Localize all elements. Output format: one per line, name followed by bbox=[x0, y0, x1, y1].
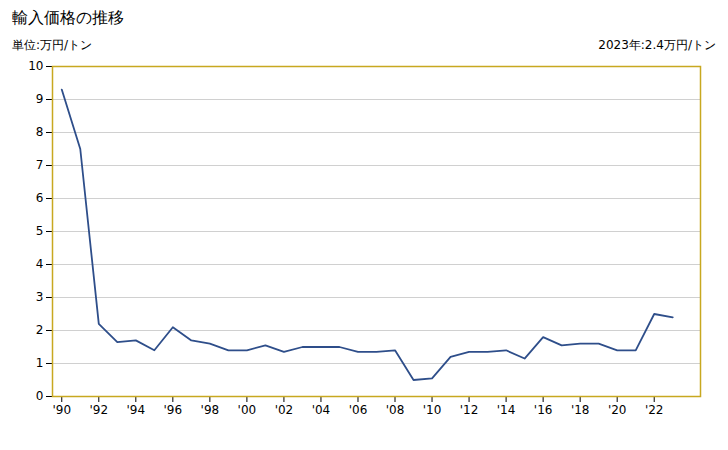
svg-text:7: 7 bbox=[36, 158, 44, 172]
svg-text:'16: '16 bbox=[534, 403, 553, 417]
svg-text:'06: '06 bbox=[349, 403, 368, 417]
svg-text:'02: '02 bbox=[275, 403, 294, 417]
svg-text:'22: '22 bbox=[645, 403, 664, 417]
svg-text:6: 6 bbox=[36, 191, 44, 205]
html-text:2023年:2.4万円/トン: 2023年:2.4万円/トン bbox=[598, 38, 716, 52]
svg-text:8: 8 bbox=[36, 125, 44, 139]
svg-text:'98: '98 bbox=[201, 403, 220, 417]
svg-text:3: 3 bbox=[36, 290, 44, 304]
html-text:単位:万円/トン: 単位:万円/トン bbox=[12, 38, 93, 52]
svg-text:'00: '00 bbox=[238, 403, 257, 417]
svg-text:'10: '10 bbox=[423, 403, 442, 417]
svg-text:'04: '04 bbox=[312, 403, 331, 417]
svg-text:'90: '90 bbox=[52, 403, 71, 417]
svg-text:'94: '94 bbox=[127, 403, 146, 417]
svg-text:'96: '96 bbox=[164, 403, 183, 417]
svg-text:9: 9 bbox=[36, 92, 44, 106]
svg-text:'12: '12 bbox=[460, 403, 479, 417]
svg-text:4: 4 bbox=[36, 257, 44, 271]
svg-text:5: 5 bbox=[36, 224, 44, 238]
svg-text:'14: '14 bbox=[497, 403, 516, 417]
html-text:輸入価格の推移: 輸入価格の推移 bbox=[12, 8, 124, 27]
svg-text:'08: '08 bbox=[386, 403, 405, 417]
svg-text:2: 2 bbox=[36, 323, 44, 337]
svg-text:'92: '92 bbox=[89, 403, 108, 417]
svg-text:0: 0 bbox=[36, 389, 44, 403]
svg-text:1: 1 bbox=[36, 356, 44, 370]
svg-text:'20: '20 bbox=[608, 403, 627, 417]
svg-text:10: 10 bbox=[28, 59, 43, 73]
svg-text:'18: '18 bbox=[571, 403, 590, 417]
